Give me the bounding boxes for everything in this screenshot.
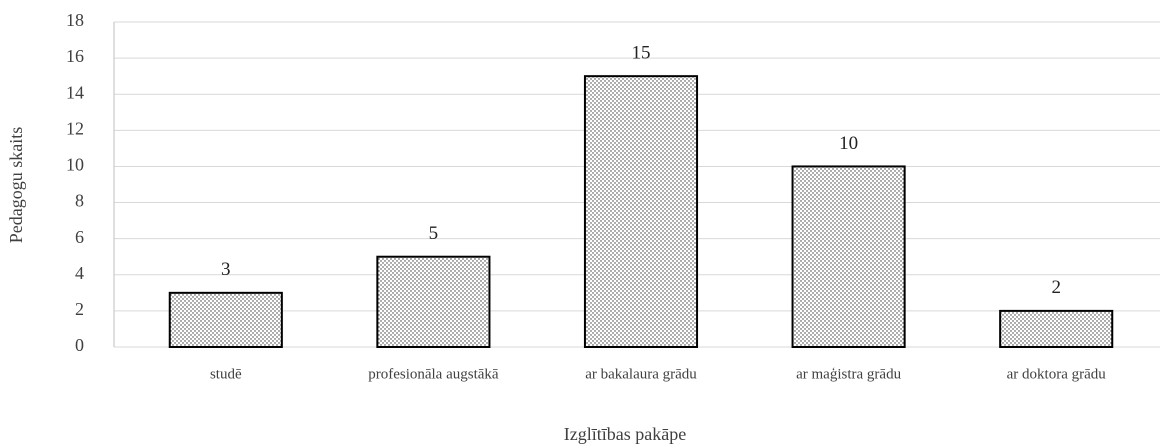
value-label: 15 [632,43,651,64]
y-tick-label: 8 [75,191,84,211]
x-tick-label: ar maģistra grādu [796,366,901,382]
y-axis-label: Pedagogu skaits [6,127,26,244]
x-tick-label: studē [210,366,242,382]
x-axis-label: Izglītības pakāpe [564,424,686,444]
bar [791,165,906,348]
y-tick-label: 14 [66,82,84,102]
bar [168,291,283,349]
x-tick-label: ar doktora grādu [1007,366,1107,382]
y-tick-label: 18 [66,10,84,30]
bar [583,75,699,349]
value-label: 5 [429,223,439,244]
y-tick-label: 2 [75,299,84,319]
y-tick-label: 16 [66,46,84,66]
value-label: 2 [1051,277,1061,298]
y-tick-label: 12 [66,118,84,138]
bar [999,309,1114,348]
y-tick-label: 0 [75,335,84,355]
bar [376,255,491,349]
y-tick-label: 4 [75,263,84,283]
y-tick-label: 10 [66,155,84,175]
y-tick-label: 6 [75,227,84,247]
x-tick-label: profesionāla augstākā [368,366,499,382]
value-label: 10 [839,133,858,154]
value-label: 3 [221,259,231,280]
x-tick-label: ar bakalaura grādu [585,366,697,382]
